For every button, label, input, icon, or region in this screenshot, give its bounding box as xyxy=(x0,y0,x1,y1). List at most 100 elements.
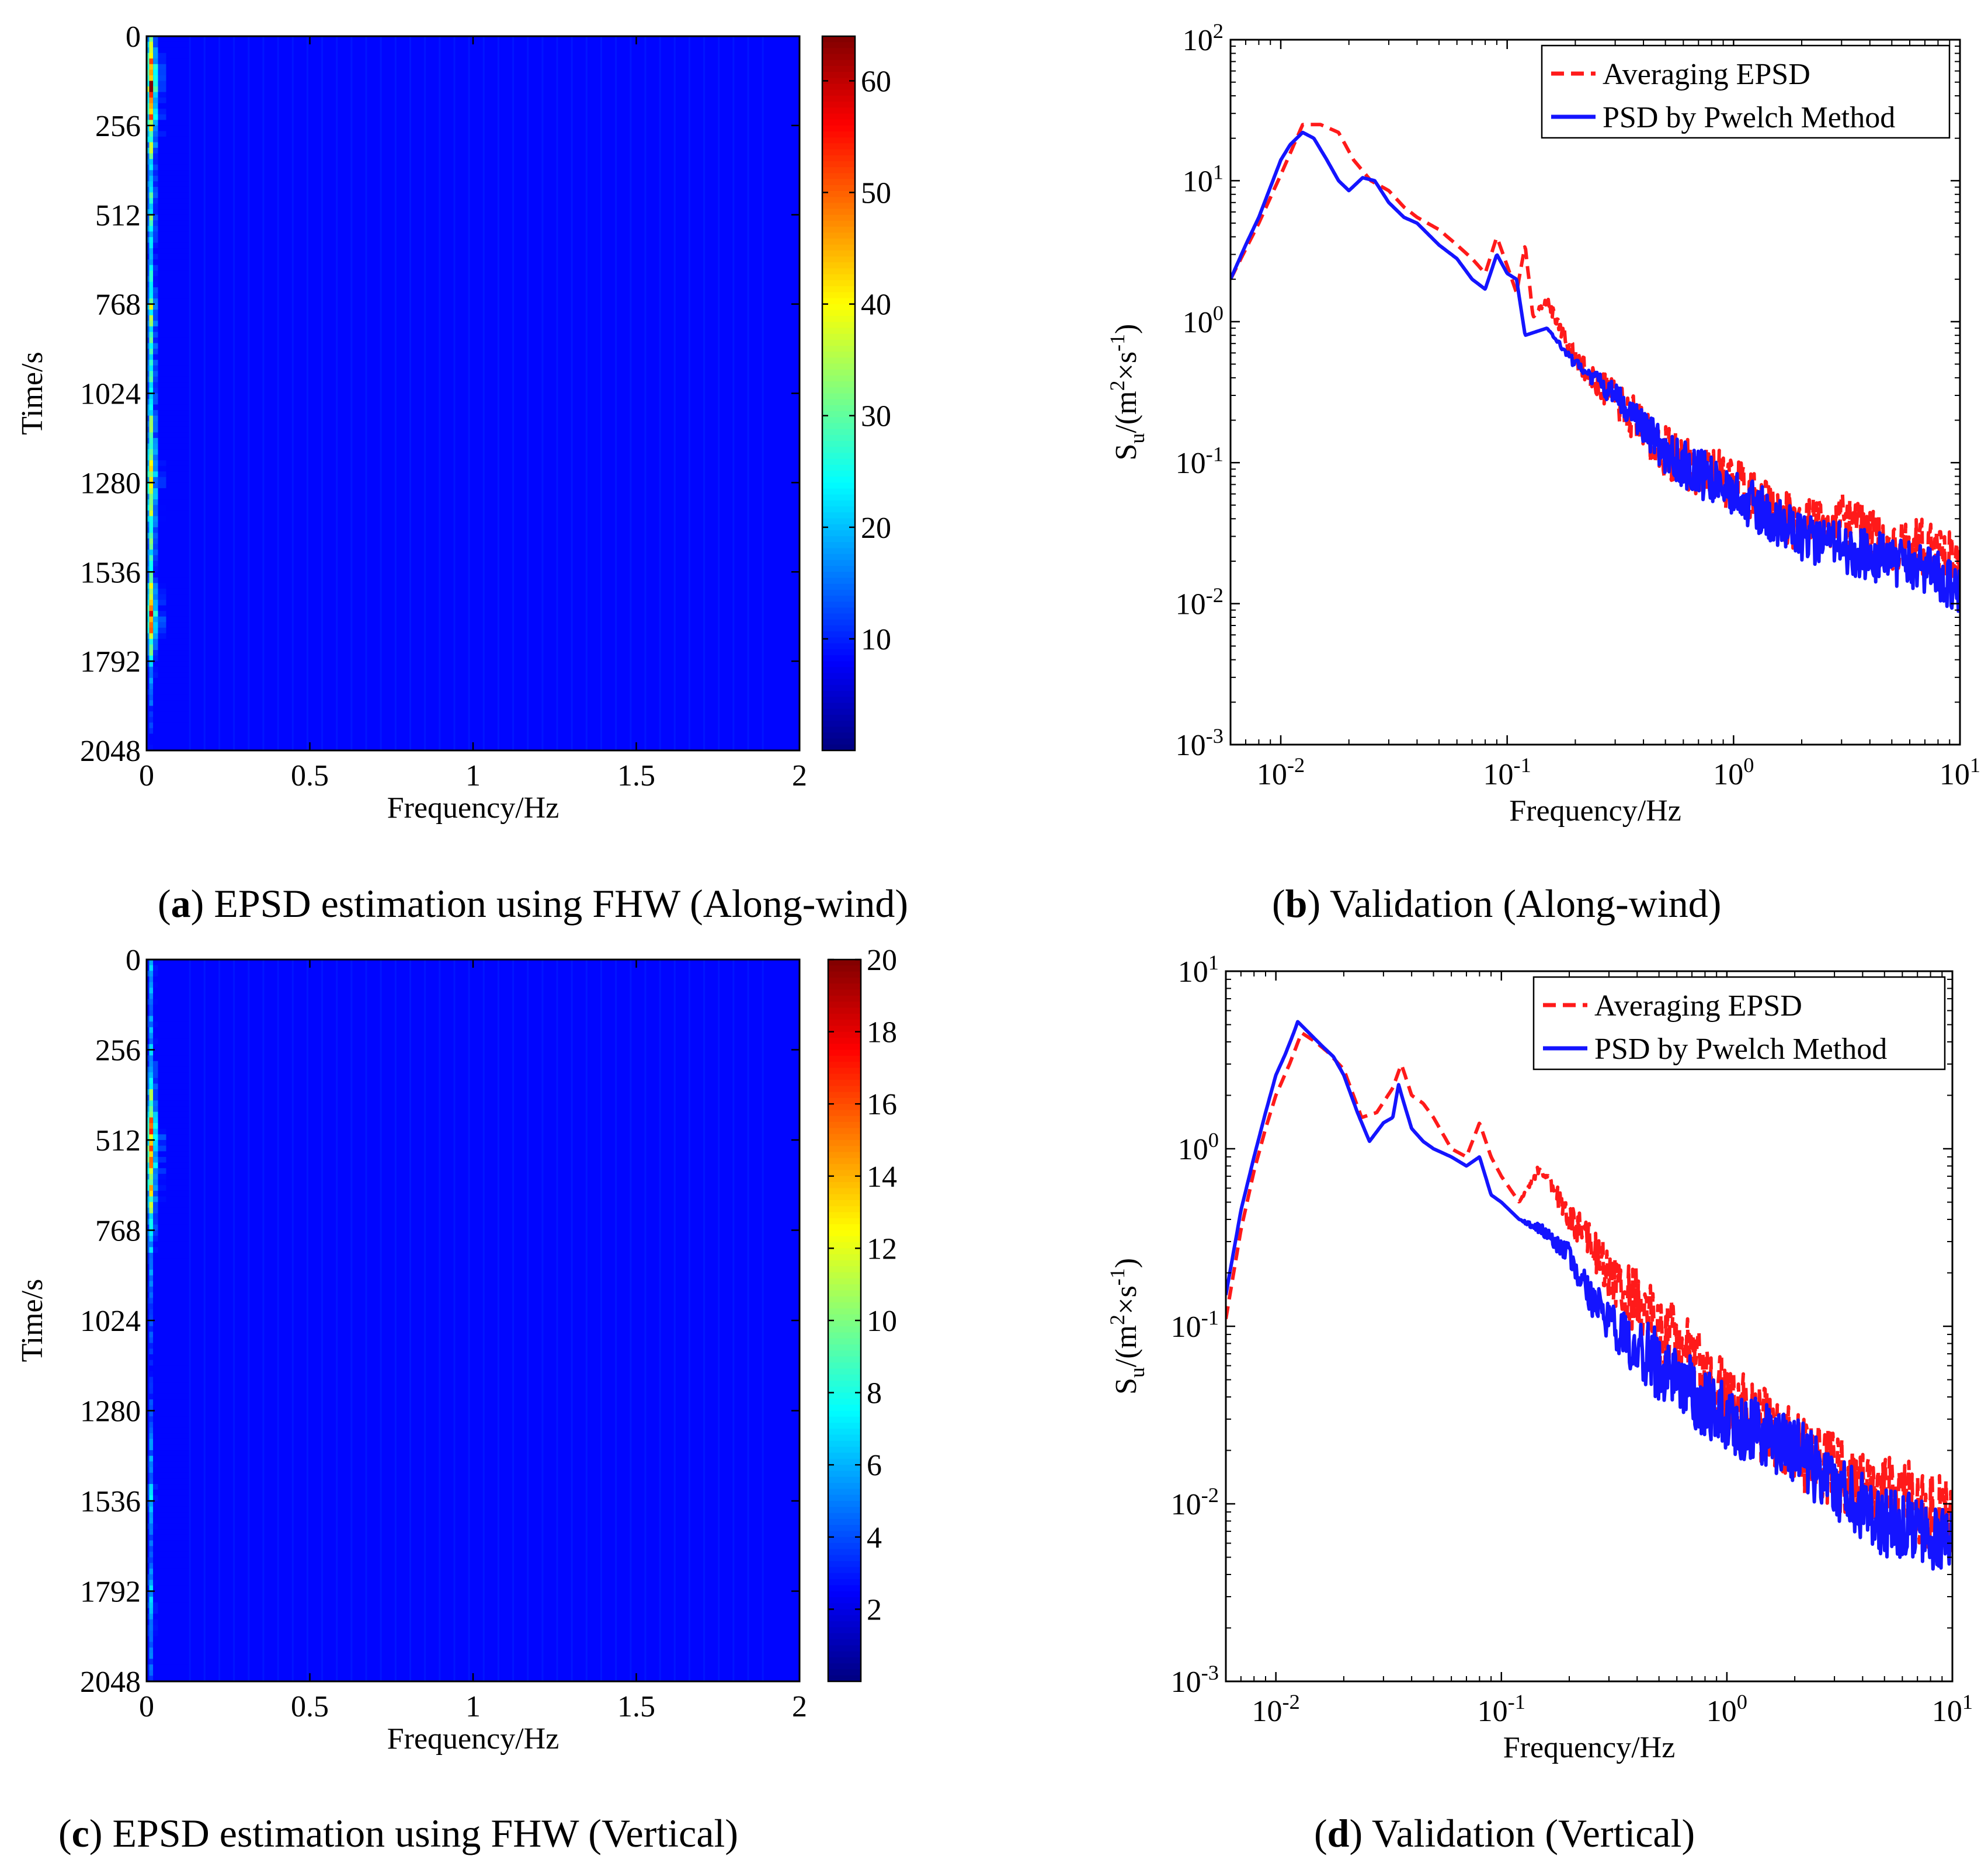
heatmap-cell xyxy=(176,510,189,517)
heatmap-cell xyxy=(166,270,176,277)
heatmap-cell xyxy=(158,722,166,729)
y-tick-label: 1280 xyxy=(80,1395,141,1428)
heatmap-cell xyxy=(147,499,150,506)
heatmap-column-3 xyxy=(158,960,166,1682)
heatmap-cell xyxy=(166,594,176,600)
heatmap-cell xyxy=(149,164,154,171)
heatmap-cell xyxy=(153,64,158,70)
heatmap-striation xyxy=(262,36,265,750)
heatmap-cell xyxy=(158,572,166,578)
colorbar-step xyxy=(828,995,861,1002)
heatmap-cell xyxy=(153,315,158,321)
heatmap-cell xyxy=(166,1546,176,1552)
heatmap-cell xyxy=(176,522,189,528)
colorbar-tick-label: 18 xyxy=(867,1016,897,1049)
heatmap-cell xyxy=(158,1444,166,1451)
heatmap-cell xyxy=(149,109,154,115)
heatmap-cell xyxy=(147,253,150,260)
heatmap-cell xyxy=(147,287,150,294)
colorbar-tick-label: 4 xyxy=(867,1521,882,1555)
heatmap-cell xyxy=(149,471,154,478)
heatmap-cell xyxy=(149,1410,154,1417)
heatmap-striation xyxy=(394,960,397,1681)
heatmap-cell xyxy=(153,1393,158,1400)
colorbar-step xyxy=(822,566,855,573)
heatmap-cell xyxy=(166,1523,176,1530)
heatmap-cell xyxy=(153,1219,158,1225)
heatmap-cell xyxy=(147,555,150,561)
heatmap-cell xyxy=(166,181,176,187)
legend-box xyxy=(1532,976,1946,1070)
heatmap-cell xyxy=(147,700,150,707)
heatmap-cell xyxy=(158,566,166,572)
heatmap-cell xyxy=(158,1128,166,1135)
heatmap-cell xyxy=(147,1326,150,1332)
panel-b-line-chart: 10-2 10-1 100 10110-310-210-1100101102Frequ… xyxy=(1106,19,1980,828)
heatmap-cell xyxy=(158,1123,166,1129)
heatmap-cell xyxy=(147,220,150,227)
colorbar-step xyxy=(822,708,855,715)
heatmap-cell xyxy=(158,310,166,316)
heatmap-cell xyxy=(158,1253,166,1259)
heatmap-cell xyxy=(147,1128,150,1135)
heatmap-cell xyxy=(149,1219,154,1225)
heatmap-cell xyxy=(176,1202,189,1208)
heatmap-cell xyxy=(149,153,154,159)
y-tick-label: 10-3 xyxy=(1171,1661,1219,1699)
heatmap-cell xyxy=(153,1089,158,1096)
heatmap-cell xyxy=(153,75,158,82)
colorbar-step xyxy=(828,1543,861,1550)
heatmap-cell xyxy=(166,550,176,556)
heatmap-cell xyxy=(166,371,176,377)
heatmap-cell xyxy=(149,1653,154,1659)
heatmap-cell xyxy=(149,1027,154,1034)
heatmap-cell xyxy=(153,1489,158,1496)
heatmap-cell xyxy=(158,1512,166,1518)
heatmap-cell xyxy=(158,349,166,355)
heatmap-cell xyxy=(147,1044,150,1051)
heatmap-cell xyxy=(153,242,158,249)
heatmap-striation xyxy=(585,960,588,1681)
heatmap-cell xyxy=(147,493,150,500)
heatmap-cell xyxy=(166,1427,176,1434)
heatmap-cell xyxy=(147,421,150,427)
colorbar-step xyxy=(828,1302,861,1309)
heatmap-cell xyxy=(176,326,189,332)
heatmap-cell xyxy=(147,505,150,511)
heatmap-striation xyxy=(380,960,382,1681)
heatmap-cell xyxy=(147,1156,150,1163)
heatmap-cell xyxy=(149,694,154,701)
colorbar-step xyxy=(822,113,855,120)
heatmap-cell xyxy=(149,1033,154,1039)
heatmap-cell xyxy=(176,387,189,394)
heatmap-cell xyxy=(176,304,189,310)
heatmap-cell xyxy=(166,1066,176,1073)
heatmap-cell xyxy=(158,1185,166,1191)
heatmap-cell xyxy=(149,677,154,684)
heatmap-cell xyxy=(147,1393,150,1400)
heatmap-cell xyxy=(153,1061,158,1068)
heatmap-cell xyxy=(153,186,158,193)
heatmap-cell xyxy=(149,315,154,321)
heatmap-striation xyxy=(688,36,690,750)
heatmap-cell xyxy=(176,1472,189,1479)
heatmap-cell xyxy=(166,971,176,977)
heatmap-cell xyxy=(166,1563,176,1569)
colorbar-step xyxy=(828,1465,861,1472)
heatmap-cell xyxy=(158,159,166,165)
heatmap-cell xyxy=(153,1478,158,1485)
colorbar-step xyxy=(828,1062,861,1069)
heatmap-cell xyxy=(147,1016,150,1022)
heatmap-cell xyxy=(158,522,166,528)
heatmap-cell xyxy=(176,349,189,355)
heatmap-cell xyxy=(153,605,158,611)
heatmap-cell xyxy=(147,1591,150,1597)
heatmap-cell xyxy=(153,225,158,232)
heatmap-cell xyxy=(147,538,150,545)
heatmap-cell xyxy=(149,231,154,238)
heatmap-cell xyxy=(166,153,176,159)
heatmap-cell xyxy=(153,600,158,606)
heatmap-cell xyxy=(176,214,189,221)
heatmap-striation xyxy=(321,960,324,1681)
heatmap-cell xyxy=(166,1162,176,1169)
